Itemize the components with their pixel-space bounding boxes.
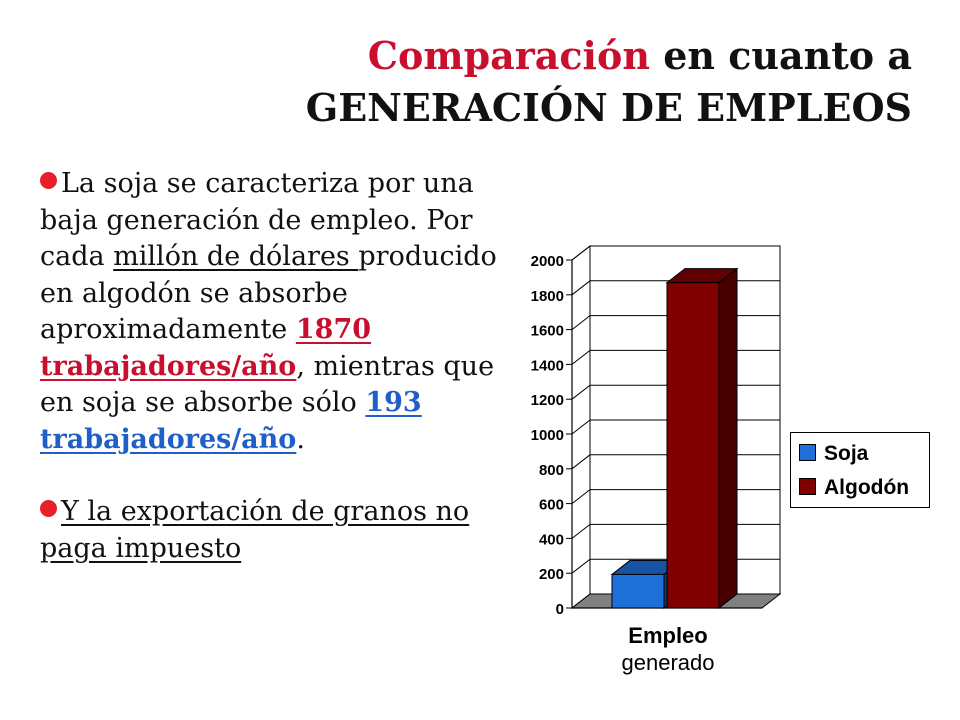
y-tick-label: 1400 xyxy=(531,357,564,374)
y-tick-label: 1800 xyxy=(531,288,564,305)
y-tick-label: 1600 xyxy=(531,323,564,340)
title-rest: en cuanto a xyxy=(649,33,912,78)
y-tick-label: 0 xyxy=(556,601,564,618)
chart-legend: Soja Algodón xyxy=(790,432,930,508)
p2-text: Y la exportación de granos no paga impue… xyxy=(40,496,470,564)
paragraph-1: La soja se caracteriza por una baja gene… xyxy=(40,166,500,458)
x-category-label: generado xyxy=(622,650,715,675)
y-tick-label: 2000 xyxy=(531,253,564,270)
p1-text-a: La soja se caracteriza por una baja gene… xyxy=(40,168,474,272)
y-tick-label: 400 xyxy=(539,531,564,548)
x-category-label: Empleo xyxy=(628,623,707,648)
legend-item-soja: Soja xyxy=(799,441,868,467)
slide-title: Comparación en cuanto a GENERACIÓN DE EM… xyxy=(306,30,912,134)
body-text: La soja se caracteriza por una baja gene… xyxy=(40,166,500,567)
bar-side-1 xyxy=(718,267,738,610)
y-tick-label: 1200 xyxy=(531,392,564,409)
legend-label-soja: Soja xyxy=(824,442,869,465)
y-tick-label: 600 xyxy=(539,497,564,514)
title-line-1: Comparación en cuanto a xyxy=(306,30,912,82)
legend-swatch-algodon xyxy=(799,478,816,495)
p1-underlined-millon: millón de dólares xyxy=(113,241,359,272)
y-tick-label: 1000 xyxy=(531,427,564,444)
bar-1 xyxy=(666,282,720,609)
title-line-2: GENERACIÓN DE EMPLEOS xyxy=(305,85,912,130)
title-highlight: Comparación xyxy=(367,33,650,78)
legend-item-algodon: Algodón xyxy=(799,475,909,501)
algodon-value-text: 1870 trabajadores/año xyxy=(40,314,372,382)
y-tick-label: 200 xyxy=(539,566,564,583)
bullet-icon xyxy=(40,172,57,189)
legend-label-algodon: Algodón xyxy=(824,476,910,499)
p1-text-c: producido en algodón se absorbe aproxima… xyxy=(40,241,497,345)
gridline xyxy=(571,245,780,261)
bullet-icon xyxy=(40,500,57,517)
y-tick-label: 800 xyxy=(539,462,564,479)
p1-text-g: . xyxy=(296,423,305,455)
bar-0 xyxy=(611,573,665,609)
legend-swatch-soja xyxy=(799,444,816,461)
soja-value-text: 193 trabajadores/año xyxy=(40,387,422,455)
p1-text-e: , mientras que en soja se absorbe sólo xyxy=(40,350,495,419)
paragraph-2: Y la exportación de granos no paga impue… xyxy=(40,494,500,567)
